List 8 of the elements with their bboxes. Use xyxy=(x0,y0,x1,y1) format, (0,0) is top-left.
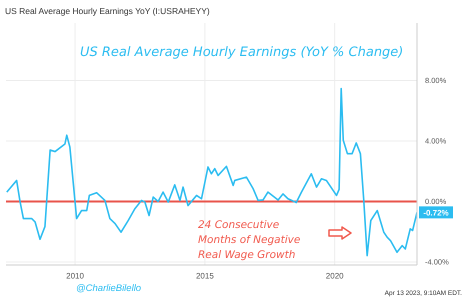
x-tick-label: 2010 xyxy=(66,272,85,281)
x-tick-label: 2020 xyxy=(326,272,344,281)
text: @CharlieBilello xyxy=(76,283,142,294)
chart-title: US Real Average Hourly Earnings YoY (I:USRAHEYY) xyxy=(5,6,210,16)
x-tick-label: 2015 xyxy=(196,272,214,281)
annotation: 24 Consecutive Months of Negative Real Wage Growth xyxy=(198,218,302,263)
data-label: -0.72% xyxy=(423,208,449,218)
text: US Real Average Hourly Earnings (YoY % Change) xyxy=(80,45,404,60)
